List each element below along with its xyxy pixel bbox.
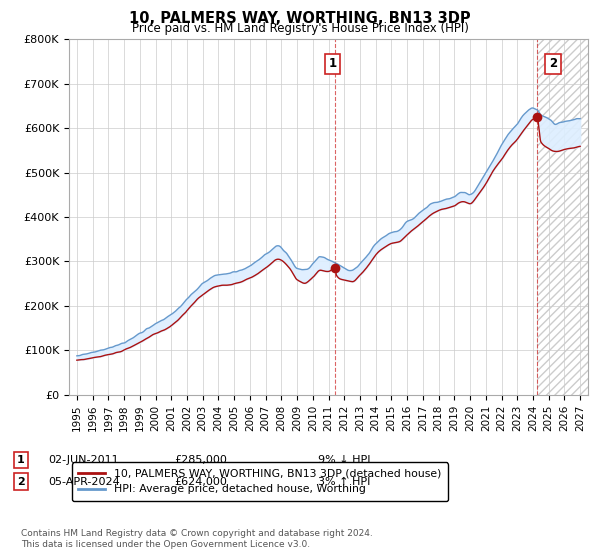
- Text: 10, PALMERS WAY, WORTHING, BN13 3DP: 10, PALMERS WAY, WORTHING, BN13 3DP: [129, 11, 471, 26]
- Text: £624,000: £624,000: [174, 477, 227, 487]
- Text: 3% ↑ HPI: 3% ↑ HPI: [318, 477, 370, 487]
- Text: 9% ↓ HPI: 9% ↓ HPI: [318, 455, 371, 465]
- Text: 02-JUN-2011: 02-JUN-2011: [48, 455, 119, 465]
- Text: 1: 1: [17, 455, 25, 465]
- Text: £285,000: £285,000: [174, 455, 227, 465]
- Text: Price paid vs. HM Land Registry's House Price Index (HPI): Price paid vs. HM Land Registry's House …: [131, 22, 469, 35]
- Text: 05-APR-2024: 05-APR-2024: [48, 477, 120, 487]
- Legend: 10, PALMERS WAY, WORTHING, BN13 3DP (detached house), HPI: Average price, detach: 10, PALMERS WAY, WORTHING, BN13 3DP (det…: [72, 463, 448, 501]
- Text: 2: 2: [17, 477, 25, 487]
- Text: 2: 2: [549, 57, 557, 70]
- Text: Contains HM Land Registry data © Crown copyright and database right 2024.
This d: Contains HM Land Registry data © Crown c…: [21, 529, 373, 549]
- Text: 1: 1: [329, 57, 337, 70]
